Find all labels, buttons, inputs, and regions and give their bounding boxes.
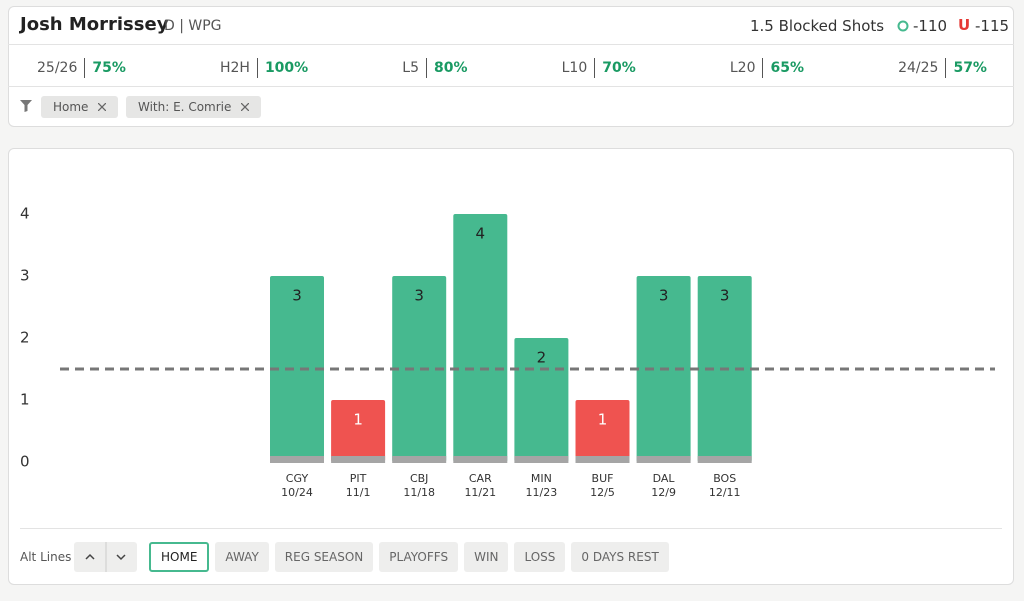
player-position: D | WPG [164, 18, 222, 34]
x-tick-date: 11/1 [346, 486, 371, 499]
stat-label: L10 [561, 60, 588, 76]
divider [8, 86, 1014, 87]
bar [270, 276, 324, 462]
stat: 24/25 57% [898, 58, 987, 78]
bar [392, 276, 447, 462]
alt-lines-label: Alt Lines [20, 550, 72, 564]
over-icon [897, 20, 909, 32]
x-tick-date: 12/5 [590, 486, 615, 499]
stat-label: H2H [219, 60, 250, 76]
stat-value: 100% [264, 60, 309, 76]
stat: 25/26 75% [37, 58, 126, 78]
bar-base [514, 456, 569, 463]
filter-button[interactable]: AWAY [215, 542, 269, 572]
x-tick-label: CGY [286, 472, 309, 485]
bar [575, 400, 630, 462]
bar-base [453, 456, 508, 463]
stat: L5 80% [402, 58, 468, 78]
alt-lines-stepper[interactable] [74, 542, 137, 572]
x-tick-date: 11/21 [464, 486, 496, 499]
over-odds: -110 [913, 17, 948, 35]
stepper-arrows [85, 542, 126, 572]
stats-row: 25/26 75% H2H 100% L5 80% L10 70% L20 65% 24/25 57% [37, 58, 987, 78]
filter-button[interactable]: WIN [464, 542, 509, 572]
stat-divider [594, 58, 596, 78]
y-tick-label: 4 [20, 205, 30, 223]
x-tick-label: CBJ [410, 472, 428, 485]
y-tick-label: 2 [20, 329, 30, 347]
filter-label: Home [53, 100, 89, 114]
x-tick-label: DAL [653, 472, 676, 485]
x-tick-date: 12/9 [651, 486, 676, 499]
under-mark: U [958, 16, 971, 34]
stat-label: 25/26 [37, 60, 78, 76]
stat-label: L20 [729, 60, 756, 76]
stat-value: 70% [602, 60, 636, 76]
bar-value-label: 3 [720, 287, 730, 305]
x-tick-date: 10/24 [281, 486, 313, 499]
x-tick-label: BUF [592, 472, 614, 485]
x-tick-label: BOS [713, 472, 736, 485]
filter-label: With: E. Comrie [138, 100, 232, 114]
bar-value-label: 2 [537, 349, 547, 367]
x-tick-label: PIT [350, 472, 367, 485]
x-tick-label: CAR [469, 472, 492, 485]
stat-divider [426, 58, 428, 78]
stat: L20 65% [730, 58, 804, 78]
y-tick-label: 3 [20, 267, 30, 285]
remove-icon[interactable] [97, 102, 107, 112]
stat-label: L5 [402, 60, 420, 76]
bar-base [331, 456, 386, 463]
filter-icon [20, 100, 32, 112]
bar [453, 214, 508, 462]
divider [8, 44, 1014, 45]
prop-line: 1.5 Blocked Shots [750, 17, 885, 35]
bar-base [392, 456, 447, 463]
x-tick-date: 11/23 [526, 486, 558, 499]
bar-base [636, 456, 691, 463]
filter-pill[interactable]: Home [41, 96, 119, 118]
filter-button[interactable]: REG SEASON [274, 542, 374, 572]
bar-base [575, 456, 630, 463]
bar-value-label: 4 [476, 225, 486, 243]
divider [20, 528, 1002, 529]
chart-card [8, 148, 1014, 585]
stat-value: 80% [434, 60, 468, 76]
filter-buttons: HOME AWAY REG SEASON PLAYOFFS WIN LOSS 0 DAYS … [149, 542, 675, 572]
stat-divider [256, 58, 258, 78]
x-tick-date: 11/18 [403, 486, 435, 499]
filter-pill[interactable]: With: E. Comrie [126, 96, 262, 118]
filter-button[interactable]: 0 DAYS REST [571, 542, 669, 572]
filter-button[interactable]: LOSS [514, 542, 566, 572]
stat-value: 75% [92, 60, 126, 76]
stat-label: 24/25 [898, 60, 939, 76]
stat: L10 70% [562, 58, 636, 78]
stat-value: 57% [953, 60, 987, 76]
stat-value: 65% [770, 60, 804, 76]
stat-divider [762, 58, 764, 78]
stat-divider [945, 58, 947, 78]
bar-value-label: 1 [353, 411, 363, 429]
bar-value-label: 3 [292, 287, 302, 305]
remove-icon[interactable] [240, 102, 250, 112]
filter-button[interactable]: HOME [149, 542, 210, 572]
x-tick-label: MIN [531, 472, 552, 485]
x-tick-date: 12/11 [709, 486, 741, 499]
bar-base [697, 456, 752, 463]
bar-base [270, 456, 324, 463]
bar-value-label: 3 [659, 287, 669, 305]
stat-divider [84, 58, 86, 78]
bar-value-label: 3 [414, 287, 424, 305]
stat: H2H 100% [220, 58, 308, 78]
under-odds: -115 [975, 17, 1010, 35]
filter-button[interactable]: PLAYOFFS [379, 542, 459, 572]
y-tick-label: 0 [20, 453, 30, 471]
player-name: Josh Morrissey [20, 14, 169, 35]
bar [331, 400, 386, 462]
bar-value-label: 1 [598, 411, 608, 429]
y-tick-label: 1 [20, 391, 30, 409]
